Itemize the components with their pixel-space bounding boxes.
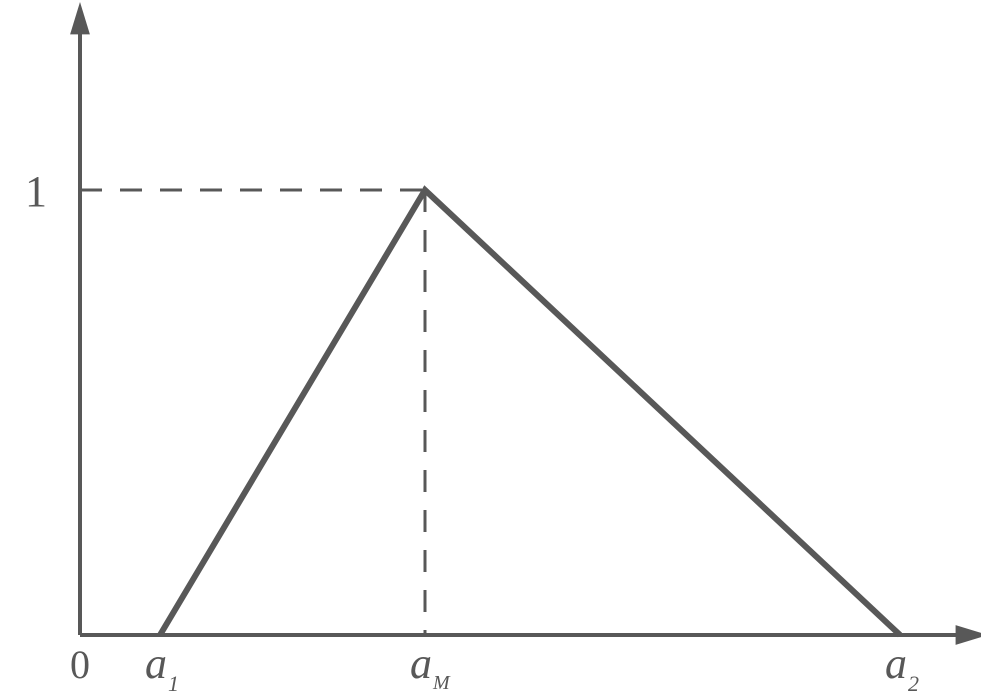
triangular-membership-chart: 0 1 a1 aM a2 — [0, 0, 981, 694]
y-tick-1-label: 1 — [25, 167, 47, 216]
triangular-function-line — [160, 190, 900, 635]
x-tick-a1-label: a1 — [145, 639, 179, 694]
x-tick-aM-label: aM — [410, 639, 451, 694]
origin-label: 0 — [70, 642, 90, 687]
x-tick-a2-label: a2 — [885, 639, 919, 694]
x-axis-arrowhead — [956, 625, 981, 645]
y-axis-arrowhead — [70, 2, 90, 34]
